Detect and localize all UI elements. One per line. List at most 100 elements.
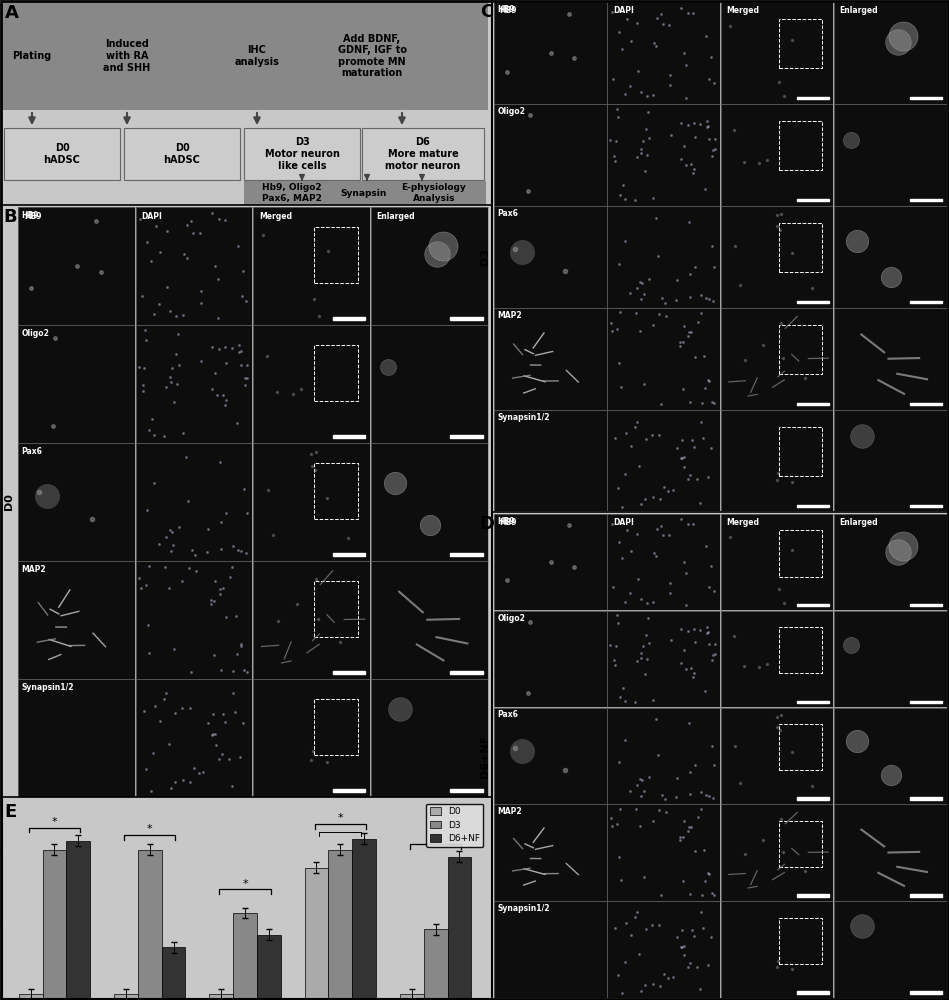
Text: Enlarged: Enlarged (839, 6, 878, 15)
Bar (448, 857, 472, 998)
Text: Enlarged: Enlarged (377, 212, 415, 221)
Bar (244, 181, 486, 205)
Text: B: B (4, 208, 17, 226)
Text: HB9: HB9 (22, 211, 39, 220)
Bar (797, 505, 828, 507)
Bar (332, 789, 365, 792)
Bar (233, 913, 257, 998)
Bar (779, 223, 822, 272)
Bar (114, 994, 138, 998)
Bar (779, 918, 822, 964)
Bar (779, 627, 822, 673)
Bar (43, 850, 66, 998)
Text: HB9: HB9 (497, 517, 515, 526)
Bar (797, 797, 828, 800)
Text: Pax6: Pax6 (22, 447, 43, 456)
Bar (779, 724, 822, 770)
Text: Oligo2: Oligo2 (22, 329, 49, 338)
Text: Merged: Merged (259, 212, 292, 221)
Text: Pax6: Pax6 (497, 710, 518, 719)
Text: D0: D0 (4, 494, 14, 510)
Bar (910, 701, 942, 703)
Bar (910, 97, 942, 99)
Bar (450, 671, 483, 674)
Bar (305, 868, 328, 998)
Text: D3
Motor neuron
like cells: D3 Motor neuron like cells (265, 137, 340, 171)
Bar (910, 894, 942, 897)
Text: Enlarged: Enlarged (839, 518, 878, 527)
Bar (328, 850, 352, 998)
Bar (450, 317, 483, 320)
Text: Synapsin1/2: Synapsin1/2 (22, 683, 74, 692)
Text: HB9: HB9 (497, 5, 515, 14)
Bar (779, 121, 822, 170)
Text: *: * (147, 824, 153, 834)
Bar (257, 935, 281, 998)
Bar (244, 128, 360, 180)
Text: Oligo2: Oligo2 (497, 614, 525, 623)
Bar (332, 553, 365, 556)
Bar (332, 317, 365, 320)
Text: Synapsin: Synapsin (341, 188, 387, 198)
Text: DAPI: DAPI (141, 212, 162, 221)
Bar (423, 929, 448, 998)
Text: D6
More mature
motor neuron: D6 More mature motor neuron (385, 137, 460, 171)
Text: D3: D3 (480, 249, 490, 265)
Text: HB9: HB9 (499, 518, 517, 527)
Text: D0
hADSC: D0 hADSC (163, 143, 200, 165)
Bar (910, 797, 942, 800)
Text: Hb9, Oligo2
Pax6, MAP2: Hb9, Oligo2 Pax6, MAP2 (262, 183, 322, 203)
Bar (210, 994, 233, 998)
Text: Synapsin1/2: Synapsin1/2 (497, 413, 549, 422)
Bar (910, 301, 942, 303)
Bar (779, 821, 822, 867)
Bar (66, 841, 90, 998)
Bar (910, 403, 942, 405)
Text: DAPI: DAPI (613, 6, 634, 15)
Text: HB9: HB9 (24, 212, 42, 221)
Text: Synapsin1/2: Synapsin1/2 (497, 904, 549, 913)
Bar (332, 435, 365, 438)
Bar (779, 325, 822, 374)
Bar (2, 2, 488, 110)
Bar (352, 839, 376, 998)
Bar (797, 701, 828, 703)
Bar (332, 671, 365, 674)
Text: Pax6: Pax6 (497, 209, 518, 218)
Text: C: C (480, 3, 493, 21)
Bar (314, 699, 359, 755)
Bar (779, 427, 822, 476)
Text: Add BDNF,
GDNF, IGF to
promote MN
maturation: Add BDNF, GDNF, IGF to promote MN matura… (338, 34, 406, 78)
Text: E: E (5, 803, 17, 821)
Bar (910, 604, 942, 606)
Text: Induced
with RA
and SHH: Induced with RA and SHH (103, 39, 151, 73)
Bar (314, 463, 359, 519)
Bar (124, 128, 240, 180)
Text: D: D (480, 515, 494, 533)
Bar (400, 994, 423, 998)
Bar (910, 199, 942, 201)
Text: *: * (242, 879, 248, 889)
Text: MAP2: MAP2 (497, 311, 522, 320)
Text: Merged: Merged (726, 6, 759, 15)
Text: Plating: Plating (12, 51, 51, 61)
Bar (797, 604, 828, 606)
Bar (362, 128, 484, 180)
Text: HB9: HB9 (499, 6, 517, 15)
Text: *: * (338, 813, 344, 823)
Bar (138, 850, 161, 998)
Bar (314, 581, 359, 637)
Text: *: * (433, 833, 438, 843)
Text: D6+NF: D6+NF (480, 734, 490, 778)
Text: DAPI: DAPI (613, 518, 634, 527)
Bar (450, 789, 483, 792)
Bar (797, 97, 828, 99)
Bar (450, 435, 483, 438)
Bar (450, 553, 483, 556)
Bar (779, 530, 822, 577)
Bar (161, 947, 185, 998)
Text: IHC
analysis: IHC analysis (234, 45, 279, 67)
Text: *: * (51, 817, 57, 827)
Text: MAP2: MAP2 (22, 565, 47, 574)
Bar (797, 403, 828, 405)
